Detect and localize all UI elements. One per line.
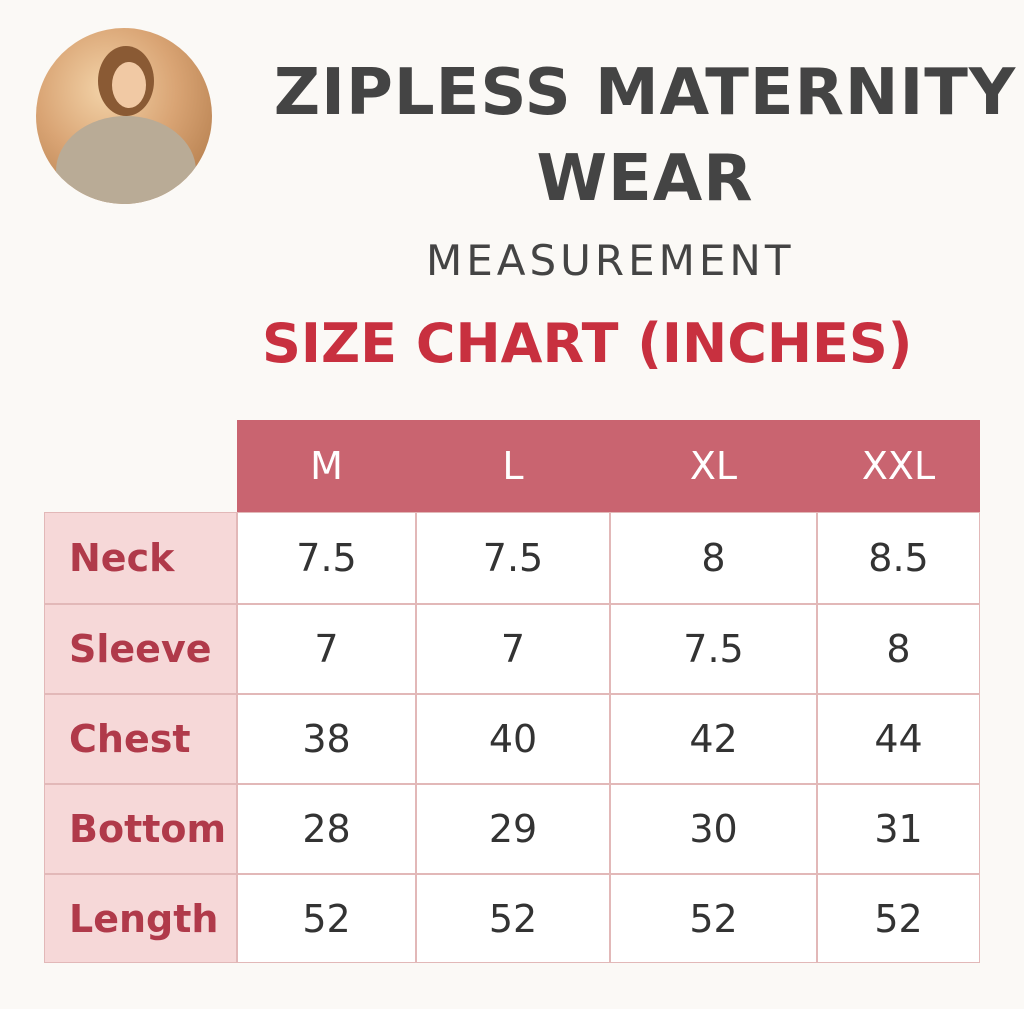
table-cell: 7 (237, 604, 416, 694)
table-cell: 52 (610, 874, 817, 963)
table-cell: 40 (416, 694, 610, 784)
photo (36, 28, 212, 204)
column-header: M (237, 420, 416, 512)
chart-title: SIZE CHART (INCHES) (262, 312, 913, 375)
figure-body (56, 116, 196, 204)
table-cell: 30 (610, 784, 817, 874)
column-header: L (416, 420, 610, 512)
title: ZIPLESS MATERNITY WEAR (273, 56, 1017, 216)
table-cell: 7.5 (237, 512, 416, 604)
table-cell: 44 (817, 694, 980, 784)
column-header: XXL (817, 420, 980, 512)
figure-face (112, 62, 146, 108)
table-cell: 8 (817, 604, 980, 694)
row-label: Neck (44, 512, 237, 604)
row-label: Bottom (44, 784, 237, 874)
row-label: Sleeve (44, 604, 237, 694)
table-cell: 7.5 (416, 512, 610, 604)
table-cell: 29 (416, 784, 610, 874)
table-cell: 31 (817, 784, 980, 874)
column-header: XL (610, 420, 817, 512)
table-cell: 28 (237, 784, 416, 874)
table-cell: 52 (416, 874, 610, 963)
table-cell: 52 (237, 874, 416, 963)
table-cell: 7.5 (610, 604, 817, 694)
row-label: Chest (44, 694, 237, 784)
table-cell: 38 (237, 694, 416, 784)
table-cell: 7 (416, 604, 610, 694)
table-cell: 8.5 (817, 512, 980, 604)
row-label: Length (44, 874, 237, 963)
table-cell: 52 (817, 874, 980, 963)
table-cell: 8 (610, 512, 817, 604)
subtitle: MEASUREMENT (426, 236, 795, 285)
table-cell: 42 (610, 694, 817, 784)
